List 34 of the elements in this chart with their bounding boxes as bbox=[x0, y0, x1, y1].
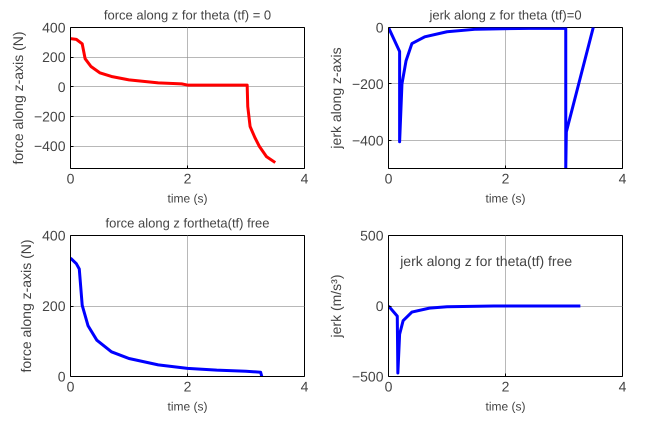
y-axis-title: force along z-axis (N) bbox=[18, 239, 34, 373]
y-tick-label: 200 bbox=[42, 298, 66, 314]
x-axis-title: time (s) bbox=[168, 400, 208, 414]
y-tick-label: 400 bbox=[42, 228, 66, 244]
x-tick-label: 2 bbox=[184, 378, 192, 394]
x-tick-label: 4 bbox=[300, 378, 309, 394]
y-tick-label: 0 bbox=[58, 368, 66, 384]
y-tick-label: 400 bbox=[42, 20, 66, 36]
y-tick-label: −400 bbox=[352, 132, 384, 148]
y-tick-label: 0 bbox=[376, 298, 384, 314]
chart-title: force along z for theta (tf) = 0 bbox=[104, 8, 272, 22]
y-tick-label: −200 bbox=[34, 108, 66, 125]
y-tick-label: −500 bbox=[352, 368, 384, 384]
x-tick-label: 4 bbox=[618, 378, 627, 394]
y-tick-label: −200 bbox=[352, 76, 384, 92]
y-axis-title: force along z-axis (N) bbox=[10, 31, 26, 165]
y-tick-label: 200 bbox=[42, 49, 66, 66]
x-tick-label: 2 bbox=[502, 170, 510, 186]
chart-title: force along z fortheta(tf) free bbox=[105, 216, 270, 230]
y-tick-label: 0 bbox=[58, 78, 66, 95]
x-tick-label: 4 bbox=[618, 170, 627, 186]
y-tick-label: 0 bbox=[376, 20, 384, 36]
y-tick-label: 500 bbox=[360, 228, 384, 244]
chart-title: jerk along z for theta (tf)=0 bbox=[428, 8, 582, 22]
x-axis-title: time (s) bbox=[168, 192, 208, 206]
annotation: jerk along z for theta(tf) free bbox=[399, 252, 572, 269]
y-axis-title: jerk (m/s³) bbox=[328, 274, 344, 338]
x-tick-label: 4 bbox=[300, 170, 309, 186]
x-axis-title: time (s) bbox=[486, 192, 526, 206]
x-tick-label: 2 bbox=[184, 170, 192, 186]
x-tick-label: 2 bbox=[502, 378, 510, 394]
x-axis-title: time (s) bbox=[486, 400, 526, 414]
y-tick-label: −400 bbox=[34, 138, 66, 154]
y-axis-title: jerk along z-axis bbox=[328, 47, 344, 150]
